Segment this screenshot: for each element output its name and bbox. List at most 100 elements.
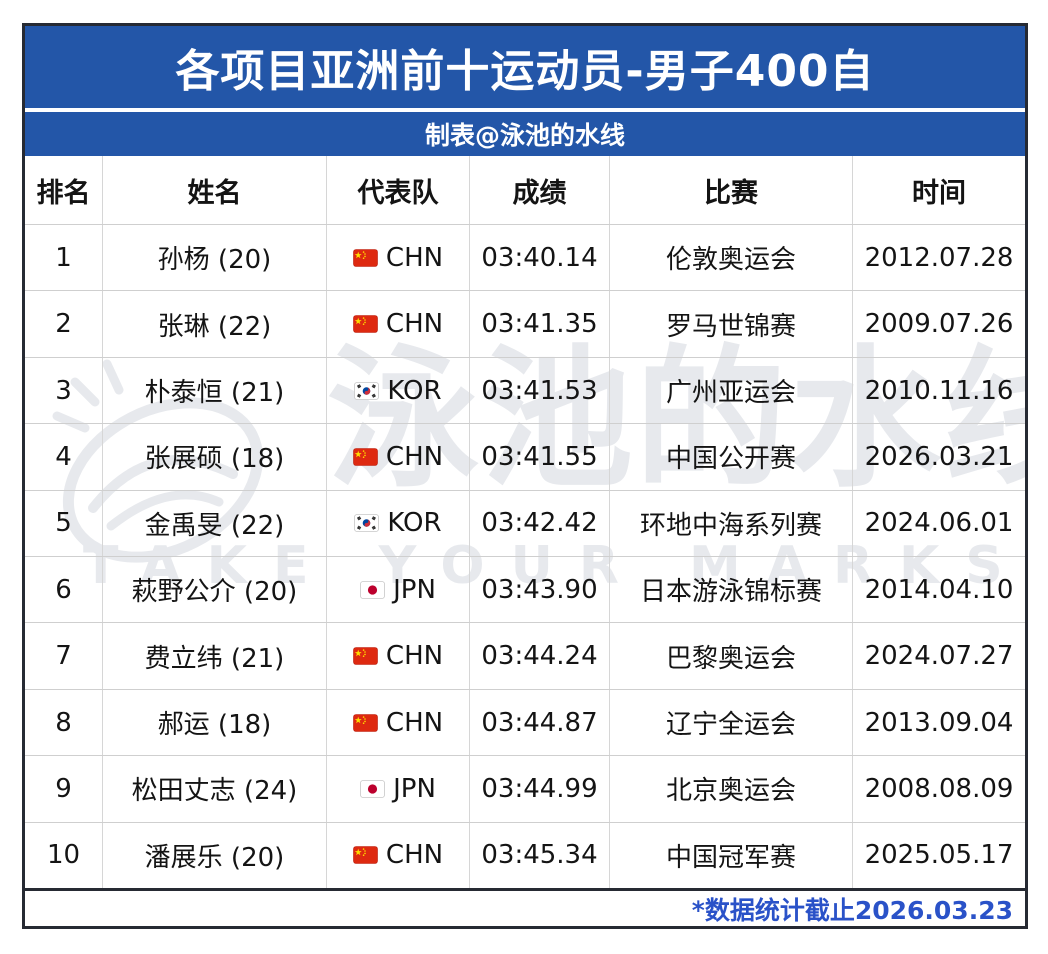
- meet-cell: 广州亚运会: [610, 357, 853, 424]
- result-cell: 03:43.90: [470, 557, 610, 623]
- subtitle-banner: 制表@泳池的水线: [25, 112, 1025, 156]
- team-cell: JPN: [327, 756, 470, 822]
- result-cell: 03:44.99: [470, 756, 610, 822]
- rank-cell: 10: [25, 822, 103, 889]
- col-header-team: 代表队: [327, 156, 470, 224]
- name-cell: 张琳 (22): [103, 291, 327, 357]
- meet-cell: 北京奥运会: [610, 756, 853, 822]
- result-cell: 03:41.53: [470, 357, 610, 424]
- team-cell: CHN: [327, 424, 470, 490]
- infographic-frame: 各项目亚洲前十运动员-男子400自 制表@泳池的水线 泳池的水线 TAKE YO…: [22, 23, 1028, 929]
- result-cell: 03:40.14: [470, 225, 610, 291]
- name-cell: 费立纬 (21): [103, 623, 327, 689]
- team-flag-icon: [353, 713, 378, 732]
- table-row: 3 朴泰恒 (21) KOR 03:41.53 广州亚运会 2010.11.16: [25, 356, 1025, 424]
- col-header-rank: 排名: [25, 156, 103, 224]
- result-cell: 03:42.42: [470, 490, 610, 557]
- result-cell: 03:41.55: [470, 424, 610, 490]
- team-code: CHN: [385, 840, 444, 871]
- credit-subtitle: 制表@泳池的水线: [424, 121, 625, 150]
- col-header-meet: 比赛: [610, 156, 853, 224]
- rank-cell: 9: [25, 756, 103, 822]
- rank-cell: 2: [25, 291, 103, 357]
- meet-cell: 伦敦奥运会: [610, 225, 853, 291]
- table-row: 2 张琳 (22) CHN 03:41.35 罗马世锦赛 2009.07.26: [25, 290, 1025, 357]
- date-cell: 2024.06.01: [864, 508, 1014, 539]
- date-cell: 2024.07.27: [864, 641, 1014, 672]
- rank-cell: 5: [25, 490, 103, 557]
- date-cell: 2025.05.17: [864, 840, 1014, 871]
- result-cell: 03:44.24: [470, 623, 610, 689]
- meet-cell: 中国公开赛: [610, 424, 853, 490]
- col-header-result: 成绩: [470, 156, 610, 224]
- team-cell: CHN: [327, 623, 470, 689]
- team-flag-icon: [353, 248, 378, 267]
- team-flag-icon: [353, 846, 378, 865]
- team-code: CHN: [385, 641, 444, 672]
- name-cell: 郝运 (18): [103, 689, 327, 756]
- name-cell: 张展硕 (18): [103, 424, 327, 490]
- team-flag-icon: [354, 381, 380, 400]
- table-row: 8 郝运 (18) CHN 03:44.87 辽宁全运会 2013.09.04: [25, 688, 1025, 756]
- rank-cell: 3: [25, 357, 103, 424]
- table-row: 5 金禹旻 (22) KOR 03:42.42 环地中海系列赛 2024.06.…: [25, 489, 1025, 557]
- date-cell: 2009.07.26: [864, 309, 1014, 340]
- team-code: CHN: [385, 707, 444, 738]
- team-cell: KOR: [327, 490, 470, 557]
- team-cell: CHN: [327, 689, 470, 756]
- name-cell: 金禹旻 (22): [103, 490, 327, 557]
- team-code: JPN: [393, 773, 436, 804]
- meet-cell: 辽宁全运会: [610, 689, 853, 756]
- team-cell: CHN: [327, 291, 470, 357]
- table-rows: 1 孙杨 (20) CHN 03:40.14 伦敦奥运会 2012.07.28 …: [25, 224, 1025, 889]
- title-divider: [25, 108, 1025, 112]
- name-cell: 朴泰恒 (21): [103, 357, 327, 424]
- name-cell: 潘展乐 (20): [103, 822, 327, 889]
- col-header-date: 时间: [912, 177, 966, 209]
- team-code: CHN: [385, 441, 444, 472]
- name-cell: 萩野公介 (20): [103, 557, 327, 623]
- date-cell: 2013.09.04: [864, 707, 1014, 738]
- page-title: 各项目亚洲前十运动员-男子400自: [175, 46, 875, 97]
- team-cell: JPN: [327, 557, 470, 623]
- rank-cell: 4: [25, 424, 103, 490]
- team-flag-icon: [360, 580, 385, 599]
- date-cell: 2026.03.21: [864, 441, 1014, 472]
- name-cell: 松田丈志 (24): [103, 756, 327, 822]
- meet-cell: 日本游泳锦标赛: [610, 557, 853, 623]
- table-header-row: 排名 姓名 代表队 成绩 比赛 时间: [25, 156, 1025, 224]
- table-row: 9 松田丈志 (24) JPN 03:44.99 北京奥运会 2008.08.0…: [25, 755, 1025, 822]
- meet-cell: 罗马世锦赛: [610, 291, 853, 357]
- title-banner: 各项目亚洲前十运动员-男子400自: [25, 26, 1025, 108]
- team-cell: CHN: [327, 822, 470, 889]
- result-cell: 03:44.87: [470, 689, 610, 756]
- table-row: 4 张展硕 (18) CHN 03:41.55 中国公开赛 2026.03.21: [25, 423, 1025, 490]
- team-cell: KOR: [327, 357, 470, 424]
- team-code: CHN: [385, 242, 444, 273]
- date-cell: 2012.07.28: [864, 242, 1014, 273]
- team-flag-icon: [360, 780, 385, 798]
- team-code: CHN: [385, 309, 444, 340]
- name-cell: 孙杨 (20): [103, 225, 327, 291]
- date-cell: 2010.11.16: [864, 375, 1014, 406]
- date-cell: 2008.08.09: [864, 773, 1014, 804]
- team-flag-icon: [353, 315, 378, 333]
- rank-cell: 6: [25, 557, 103, 623]
- team-code: JPN: [393, 574, 436, 605]
- team-flag-icon: [354, 514, 380, 533]
- table-row: 10 潘展乐 (20) CHN 03:45.34 中国冠军赛 2025.05.1…: [25, 821, 1025, 889]
- table-row: 6 萩野公介 (20) JPN 03:43.90 日本游泳锦标赛 2014.04…: [25, 556, 1025, 623]
- footer-bar: *数据统计截止2026.03.23: [25, 888, 1025, 926]
- meet-cell: 巴黎奥运会: [610, 623, 853, 689]
- result-cell: 03:45.34: [470, 822, 610, 889]
- rank-cell: 8: [25, 689, 103, 756]
- col-header-name: 姓名: [103, 156, 327, 224]
- team-flag-icon: [353, 647, 378, 665]
- result-cell: 03:41.35: [470, 291, 610, 357]
- ranking-table: 排名 姓名 代表队 成绩 比赛 时间 1 孙杨 (20) CHN 03:40.1…: [25, 156, 1025, 926]
- table-row: 1 孙杨 (20) CHN 03:40.14 伦敦奥运会 2012.07.28: [25, 224, 1025, 291]
- team-code: KOR: [387, 508, 442, 539]
- table-row: 7 费立纬 (21) CHN 03:44.24 巴黎奥运会 2024.07.27: [25, 622, 1025, 689]
- rank-cell: 1: [25, 225, 103, 291]
- rank-cell: 7: [25, 623, 103, 689]
